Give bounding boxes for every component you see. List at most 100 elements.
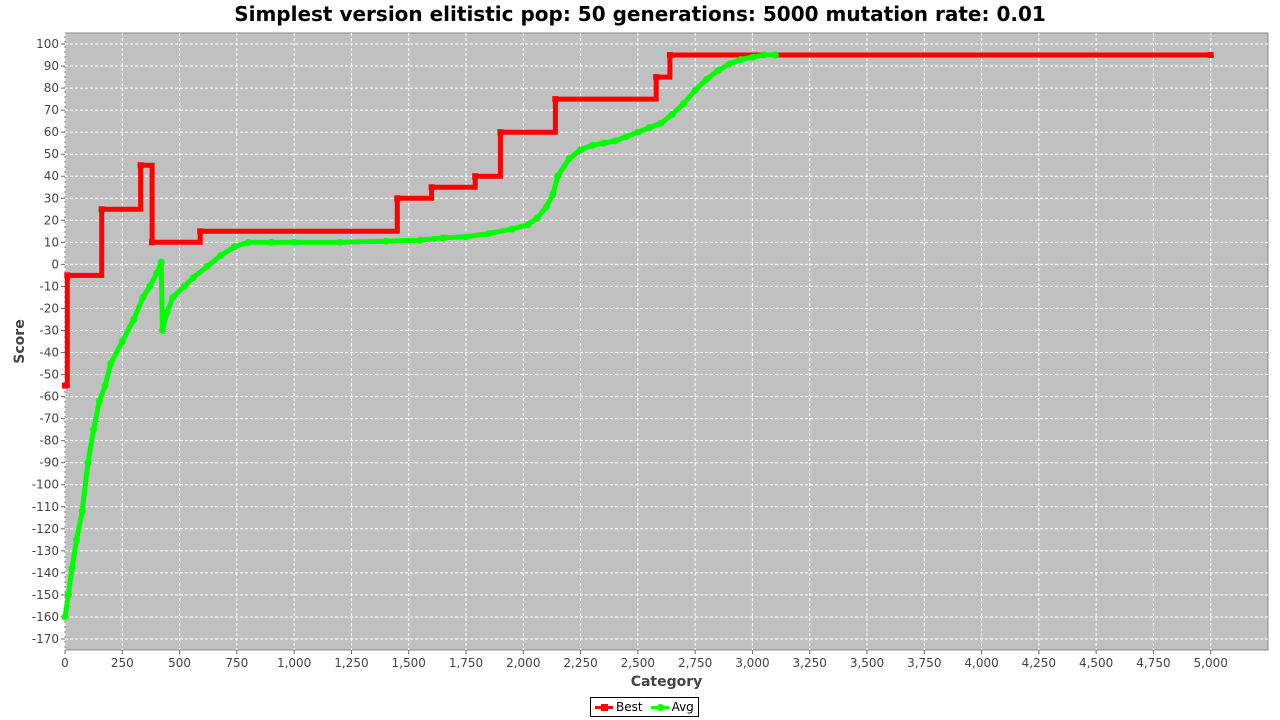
data-point-avg	[485, 230, 493, 238]
y-tick-label: 80	[44, 81, 59, 95]
y-tick-label: -70	[39, 412, 59, 426]
series-best	[62, 52, 1214, 389]
data-point-best	[394, 195, 401, 202]
x-tick-label: 750	[225, 656, 248, 670]
legend-item-avg: Avg	[650, 700, 694, 714]
data-point-avg	[554, 172, 562, 180]
y-tick-label: -30	[39, 323, 59, 337]
y-tick-label: -140	[32, 566, 59, 580]
data-point-avg	[118, 338, 126, 345]
legend: Best Avg	[590, 697, 699, 717]
x-tick-label: 3,750	[907, 656, 941, 670]
legend-label-avg: Avg	[671, 700, 694, 714]
data-point-avg	[139, 293, 147, 301]
x-tick-label: 4,750	[1136, 656, 1170, 670]
data-point-avg	[72, 536, 80, 544]
data-point-avg	[645, 124, 653, 132]
data-point-avg	[508, 225, 516, 233]
data-point-best	[428, 184, 435, 191]
data-point-avg	[680, 100, 688, 108]
data-point-avg	[169, 293, 177, 301]
series-line-best	[64, 52, 1211, 389]
data-point-avg	[771, 51, 779, 59]
data-point-avg	[203, 263, 211, 271]
y-tick-label: 30	[44, 191, 59, 205]
y-tick-label: -170	[32, 632, 59, 646]
x-tick-label: 2,250	[563, 656, 597, 670]
x-tick-label: 4,500	[1079, 656, 1113, 670]
data-point-avg	[68, 564, 76, 572]
data-point-avg	[714, 66, 722, 74]
data-point-best	[1207, 52, 1214, 59]
x-tick-label: 1,000	[277, 656, 311, 670]
y-tick-label: -20	[39, 301, 59, 315]
legend-label-best: Best	[616, 700, 643, 714]
y-tick-label: 50	[44, 147, 59, 161]
y-tick-label: 100	[36, 37, 59, 51]
x-tick-label: 3,500	[850, 656, 884, 670]
x-tick-label: 1,750	[449, 656, 483, 670]
data-point-avg	[157, 258, 165, 266]
data-point-avg	[231, 243, 239, 251]
x-tick-label: 2,500	[621, 656, 655, 670]
y-tick-label: 0	[51, 257, 59, 271]
data-point-avg	[146, 282, 154, 290]
data-point-avg	[524, 221, 532, 229]
x-tick-label: 250	[111, 656, 134, 670]
axes: 1009080706050403020100-10-20-30-40-50-60…	[32, 37, 1228, 670]
data-point-avg	[726, 60, 734, 68]
legend-swatch-avg	[650, 702, 669, 712]
data-point-avg	[90, 426, 98, 434]
series-line-avg	[62, 52, 776, 618]
data-point-avg	[416, 236, 424, 244]
plot-area	[64, 32, 1269, 651]
data-point-avg	[657, 119, 665, 127]
y-tick-label: 60	[44, 125, 59, 139]
x-tick-label: 4,250	[1022, 656, 1056, 670]
y-tick-label: -40	[39, 346, 59, 360]
data-point-avg	[244, 238, 252, 246]
y-tick-label: -130	[32, 544, 59, 558]
data-point-best	[472, 173, 479, 180]
data-point-avg	[599, 139, 607, 147]
y-tick-label: 40	[44, 169, 59, 183]
data-point-avg	[163, 309, 171, 317]
data-point-avg	[78, 507, 86, 515]
y-tick-label: 90	[44, 59, 59, 73]
data-point-avg	[634, 128, 642, 136]
x-tick-label: 5,000	[1194, 656, 1228, 670]
data-point-avg	[336, 238, 344, 246]
data-point-avg	[691, 86, 699, 94]
data-point-best	[62, 382, 68, 389]
data-point-avg	[760, 51, 768, 59]
data-point-avg	[737, 55, 745, 63]
data-point-best	[64, 272, 71, 279]
x-tick-label: 2,000	[506, 656, 540, 670]
y-tick-label: -60	[39, 390, 59, 404]
x-tick-label: 3,250	[793, 656, 827, 670]
data-point-avg	[130, 315, 138, 323]
data-point-avg	[84, 459, 92, 467]
y-axis-label: Score	[12, 319, 28, 363]
data-point-avg	[64, 591, 72, 599]
series-layer	[61, 51, 1214, 621]
data-point-avg	[565, 155, 573, 163]
grid-lines	[64, 33, 1268, 650]
legend-swatch-best	[595, 702, 613, 712]
x-axis-label: Category	[631, 674, 703, 690]
data-point-best	[666, 52, 673, 59]
y-tick-label: -90	[39, 456, 59, 470]
y-tick-label: -10	[39, 279, 59, 293]
y-tick-label: -80	[39, 434, 59, 448]
data-point-avg	[549, 190, 557, 198]
data-point-avg	[533, 214, 541, 222]
series-avg	[61, 51, 779, 621]
data-point-avg	[703, 75, 711, 83]
data-point-best	[653, 74, 660, 81]
y-tick-label: -50	[39, 368, 59, 382]
x-tick-label: 500	[168, 656, 191, 670]
data-point-avg	[217, 252, 225, 260]
data-point-best	[98, 206, 105, 213]
data-point-avg	[158, 326, 166, 334]
